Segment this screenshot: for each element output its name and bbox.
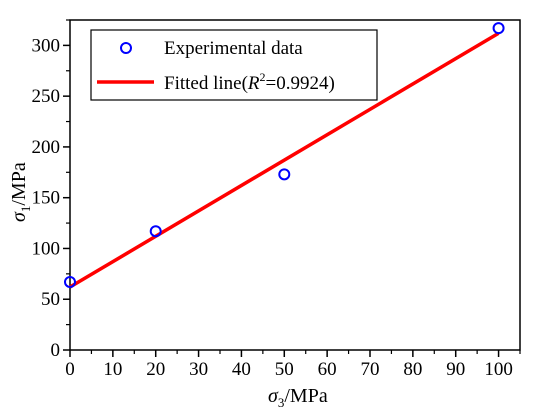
- y-tick-label: 0: [51, 340, 61, 361]
- x-axis-label-symbol: σ: [268, 385, 279, 407]
- x-tick-label: 10: [103, 359, 122, 380]
- x-tick-label: 30: [189, 359, 208, 380]
- y-tick-label: 150: [32, 188, 61, 209]
- legend-line-label-r: R: [247, 73, 260, 94]
- y-axis-label-symbol: σ: [8, 211, 30, 222]
- ticks: 0 10 20 30 40 50 60 70 80 90 100 0 50 100 150 200 250 300: [32, 19, 521, 380]
- legend: Experimental data Fitted line(R2=0.9924): [90, 29, 378, 101]
- legend-scatter-marker: [120, 42, 132, 54]
- data-point: [149, 225, 162, 238]
- x-tick-label: 0: [65, 359, 75, 380]
- data-point: [64, 275, 76, 288]
- y-tick-label: 250: [32, 86, 61, 107]
- x-tick-label: 40: [232, 359, 251, 380]
- plot-frame: [69, 19, 521, 351]
- y-axis-label-unit: /MPa: [8, 162, 30, 205]
- y-axis-label: σ1/MPa: [8, 162, 33, 222]
- legend-box: [90, 29, 378, 101]
- data-point: [492, 22, 505, 35]
- series: [64, 22, 505, 289]
- x-axis-label-sub: 3: [278, 395, 285, 410]
- y-axis-label-sub: 1: [18, 206, 33, 213]
- x-tick-label: 70: [361, 359, 380, 380]
- legend-scatter-label: Experimental data: [164, 38, 303, 59]
- x-tick-label: 20: [146, 359, 165, 380]
- data-point: [278, 168, 291, 181]
- y-tick-label: 100: [32, 238, 61, 259]
- axes: [69, 19, 521, 351]
- legend-line-label-sup: 2: [260, 70, 266, 84]
- legend-line-label-suffix: =0.9924): [266, 73, 335, 94]
- legend-line-label: Fitted line(R2=0.9924): [164, 70, 335, 94]
- legend-line-label-prefix: Fitted line(: [164, 73, 248, 94]
- x-tick-label: 100: [484, 359, 513, 380]
- x-tick-label: 90: [446, 359, 465, 380]
- x-axis-label-unit: /MPa: [284, 385, 327, 407]
- x-tick-label: 50: [275, 359, 294, 380]
- x-tick-label: 80: [403, 359, 422, 380]
- y-tick-label: 200: [32, 137, 61, 158]
- x-axis-label: σ3/MPa: [268, 385, 328, 410]
- y-tick-label: 50: [41, 289, 60, 310]
- x-tick-label: 60: [318, 359, 337, 380]
- fitted-line: [69, 31, 500, 289]
- y-tick-label: 300: [32, 35, 61, 56]
